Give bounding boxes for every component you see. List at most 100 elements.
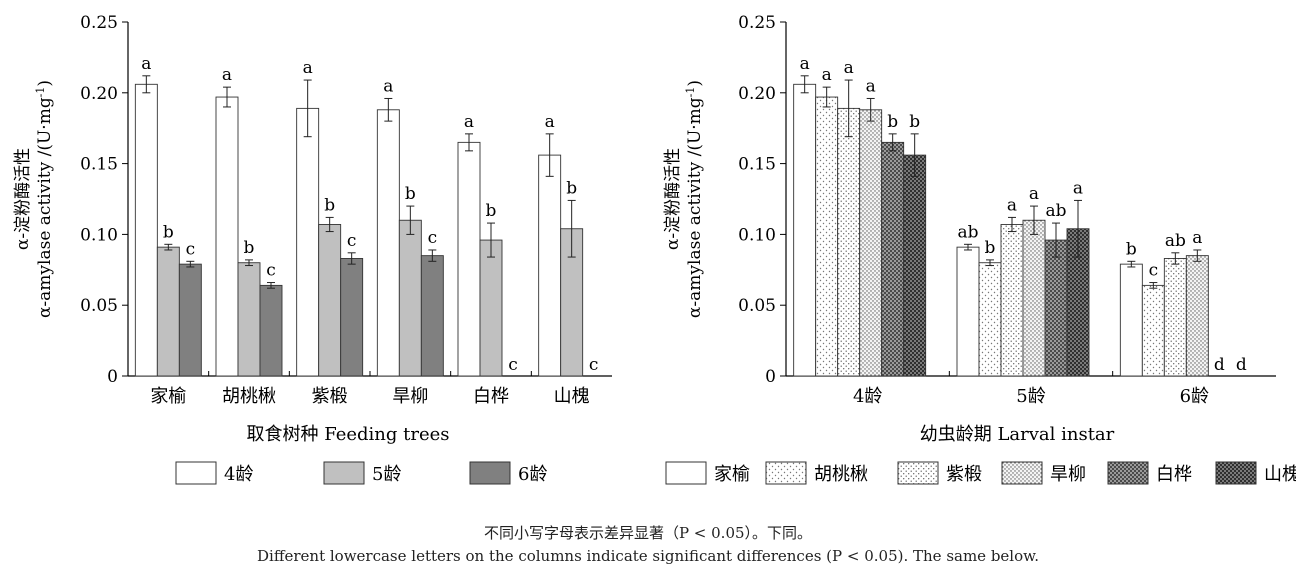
y-axis-label-chinese: α-淀粉酶活性	[13, 148, 33, 250]
y-tick-label: 0.10	[80, 225, 118, 245]
significance-letter: b	[244, 238, 255, 258]
y-tick-label: 0.20	[738, 84, 776, 104]
significance-letter: c	[266, 261, 276, 281]
legend-swatch	[175, 461, 217, 485]
bar	[903, 154, 927, 377]
legend-label: 山槐	[1264, 464, 1296, 485]
significance-letter: c	[186, 239, 196, 259]
chart-larval-instar: 0 0.05 0.10 0.15 0.20 0.25 α-淀粉酶活性 α-amylase ac…	[663, 13, 1296, 485]
bar	[237, 262, 261, 377]
significance-letter: c	[589, 355, 599, 375]
significance-letter: c	[508, 355, 518, 375]
legend-label: 家榆	[714, 464, 750, 485]
bar	[956, 246, 980, 377]
x-tick-label: 家榆	[150, 386, 186, 407]
bar	[318, 224, 342, 377]
significance-letter: a	[800, 54, 810, 74]
legend-swatch	[765, 461, 807, 485]
significance-letter: ab	[1165, 231, 1186, 251]
legend-swatch	[897, 461, 939, 485]
x-tick-label: 紫椴	[312, 386, 348, 407]
y-axis-label-english: α-amylase activity /(U·mg-1)	[684, 80, 705, 318]
bar	[457, 141, 481, 377]
significance-letter: a	[222, 65, 232, 85]
x-tick-label: 5龄	[1016, 386, 1045, 407]
y-axis-label-english: α-amylase activity /(U·mg-1)	[34, 80, 55, 318]
significance-letter: b	[1126, 239, 1137, 259]
legend-label: 旱柳	[1050, 464, 1086, 485]
y-axis-label-chinese: α-淀粉酶活性	[663, 148, 683, 250]
bar	[881, 141, 905, 377]
bar	[1141, 284, 1165, 377]
figure-caption-chinese: 不同小写字母表示差异显著（P < 0.05）。下同。	[483, 524, 813, 542]
legend-label: 胡桃楸	[814, 464, 868, 485]
x-tick-label: 白桦	[473, 386, 509, 407]
x-axis-title: 幼虫龄期 Larval instar	[920, 424, 1115, 445]
significance-letter: a	[303, 58, 313, 78]
significance-letter: a	[844, 58, 854, 78]
significance-letter: b	[163, 222, 174, 242]
significance-letter: b	[887, 112, 898, 132]
significance-letter: b	[566, 178, 577, 198]
y-tick-label: 0.05	[738, 296, 776, 316]
bar	[479, 239, 503, 377]
x-tick-label: 胡桃楸	[222, 386, 276, 407]
bar	[815, 96, 839, 377]
bar	[259, 284, 283, 377]
bar	[398, 219, 422, 377]
legend-swatch	[469, 461, 511, 485]
bar	[340, 258, 364, 377]
x-axis-title: 取食树种 Feeding trees	[246, 424, 449, 445]
legend-swatch	[1107, 461, 1149, 485]
bar	[1163, 258, 1187, 377]
significance-letter: a	[822, 65, 832, 85]
legend-label: 紫椴	[946, 464, 982, 485]
bar	[538, 154, 562, 377]
legend-swatch	[323, 461, 365, 485]
bar	[215, 96, 239, 377]
significance-letter: b	[486, 201, 497, 221]
y-tick-label: 0.10	[738, 225, 776, 245]
significance-letter: a	[1029, 184, 1039, 204]
significance-letter: a	[141, 54, 151, 74]
charts-svg: 00.050.100.150.200.25α-淀粉酶活性 α-amylase ac…	[13, 13, 1296, 485]
y-tick-label: 0.15	[738, 155, 776, 175]
significance-letter: d	[1214, 355, 1225, 375]
bar	[376, 109, 400, 377]
x-tick-label: 山槐	[554, 386, 590, 407]
significance-letter: a	[866, 76, 876, 96]
legend-swatch	[665, 461, 707, 485]
y-tick-label: 0.05	[80, 296, 118, 316]
legend-label: 5龄	[372, 464, 401, 485]
significance-letter: a	[464, 112, 474, 132]
legend-label: 白桦	[1156, 464, 1192, 485]
significance-letter: b	[324, 195, 335, 215]
significance-letter: a	[1007, 195, 1017, 215]
x-tick-label: 旱柳	[392, 386, 428, 407]
significance-letter: a	[1073, 178, 1083, 198]
significance-letter: d	[1236, 355, 1247, 375]
legend-label: 6龄	[518, 464, 547, 485]
bar	[859, 109, 883, 377]
legend-label: 4龄	[224, 464, 253, 485]
bar	[134, 83, 158, 377]
x-tick-label: 6龄	[1180, 386, 1209, 407]
y-tick-label: 0.20	[80, 84, 118, 104]
significance-letter: c	[428, 228, 438, 248]
figure-caption-english: Different lowercase letters on the colum…	[257, 547, 1039, 565]
y-tick-label: 0.25	[80, 13, 118, 33]
significance-letter: b	[985, 238, 996, 258]
significance-letter: a	[545, 112, 555, 132]
legend-swatch	[1215, 461, 1257, 485]
significance-letter: a	[1192, 228, 1202, 248]
y-tick-label: 0	[765, 367, 776, 387]
bar	[837, 107, 861, 377]
legend-swatch	[1001, 461, 1043, 485]
significance-letter: b	[909, 112, 920, 132]
significance-letter: ab	[957, 222, 978, 242]
bar	[1119, 263, 1143, 377]
chart-feeding-trees: 0 0.05 0.10 0.15 0.20 0.25 α-淀粉酶活性 α-amylase ac…	[13, 13, 612, 485]
bar	[1185, 255, 1209, 377]
y-tick-label: 0	[107, 367, 118, 387]
bar	[178, 263, 202, 377]
